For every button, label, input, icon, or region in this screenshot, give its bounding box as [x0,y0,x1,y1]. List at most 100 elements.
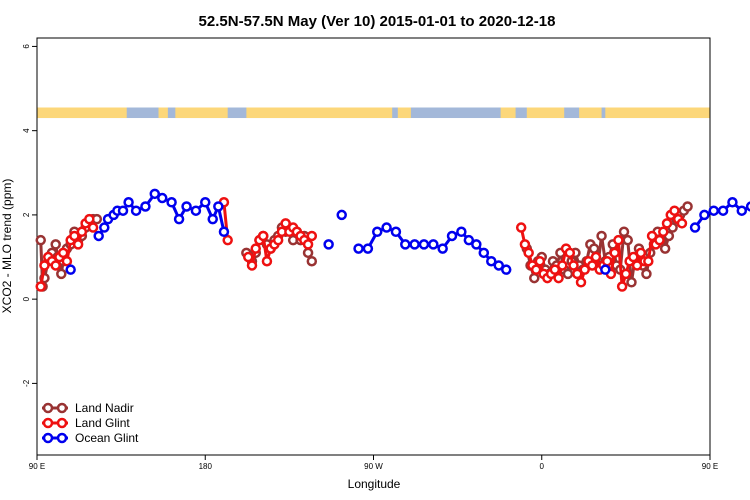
data-point [736,205,748,216]
data-point [149,188,161,200]
data-point [418,239,430,250]
data-point [564,247,576,259]
data-point [727,197,738,208]
y-axis-label: XCO2 - MLO trend (ppm) [0,179,14,314]
data-point [661,218,673,229]
land-strip-segment [500,107,516,119]
data-point [381,222,392,233]
legend-marker [56,417,68,429]
series-ocean-glint [65,188,750,275]
data-point [166,197,177,208]
land-ocean-strip [37,107,710,119]
data-point [39,260,50,271]
legend-marker [42,432,54,444]
data-point [682,201,693,212]
data-point [353,243,364,254]
y-axis: -2 0 2 4 6 [22,44,37,387]
chart-title: 52.5N-57.5N May (Ver 10) 2015-01-01 to 2… [199,13,556,30]
x-tick-label: 0 [540,462,545,471]
data-point [745,201,750,212]
data-point [658,226,669,238]
data-point [590,251,602,263]
y-tick-label: 2 [22,212,31,217]
y-tick-label: 4 [22,128,31,133]
land-strip-segment [579,107,602,119]
land-strip-segment [158,107,168,119]
data-point [207,213,218,225]
data-point [84,213,95,225]
data-point [676,218,688,229]
data-point [609,247,620,259]
data-point [65,264,76,275]
data-point [628,251,639,263]
data-point [35,234,46,246]
data-point [437,243,448,254]
data-point [181,201,192,212]
data-point [428,239,439,250]
data-point [471,239,482,250]
legend-marker [56,432,68,444]
data-point [302,239,314,250]
data-point [72,239,84,250]
data-point [246,260,258,271]
data-point [93,230,104,242]
legend-marker [42,417,54,429]
data-point [620,268,632,280]
data-point [493,260,505,271]
data-point [61,255,73,267]
data-point [568,260,579,271]
data-point [708,205,719,216]
data-point [50,239,61,250]
data-point [140,201,151,212]
data-point [257,230,269,242]
data-point [575,277,587,288]
data-point [99,222,110,233]
data-point [626,277,637,288]
data-point [601,255,613,267]
data-point [456,226,467,238]
data-point [35,281,46,292]
data-point [515,222,527,233]
data-point [631,260,643,271]
data-point [123,197,134,208]
data-point [76,226,88,238]
data-point [302,247,314,259]
x-axis-label: Longitude [348,477,401,491]
data-point [280,218,291,229]
data-point [390,226,402,238]
x-axis: 90 E 180 90 W 0 90 E [29,455,718,471]
x-tick-label: 90 W [364,462,383,471]
data-point [272,234,284,246]
data-point [689,222,701,233]
data-point [519,239,531,250]
data-point [618,226,630,238]
data-point [362,243,374,254]
data-point [409,239,420,250]
land-strip-segment [175,107,228,119]
data-point [530,264,542,275]
x-tick-label: 90 E [702,462,718,471]
data-point [56,268,67,280]
x-tick-label: 180 [199,462,213,471]
legend-marker [42,402,54,414]
data-point [669,205,680,216]
data-point [242,251,254,263]
data-point [157,192,168,204]
land-strip-segment [605,107,710,119]
data-point [500,264,512,275]
data-point [336,209,347,221]
data-point [635,247,647,259]
data-point [306,255,318,267]
y-tick-label: -2 [22,379,31,387]
data-point [446,230,458,242]
data-point [486,255,497,267]
data-point [117,205,129,216]
data-point [57,247,69,259]
data-point [562,268,574,280]
data-point [323,239,334,250]
land-strip-segment [526,107,565,119]
data-point [200,197,211,208]
data-point [222,234,233,246]
data-point [588,243,600,254]
legend-label: Ocean Glint [75,431,139,445]
